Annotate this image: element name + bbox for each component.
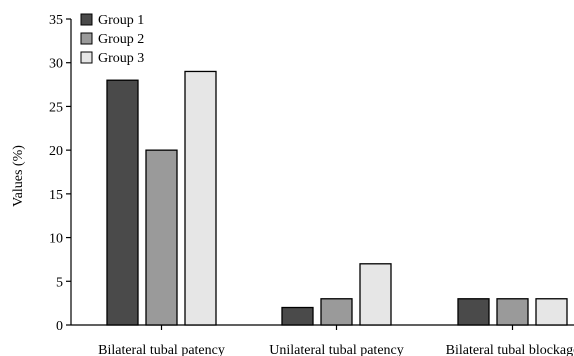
legend-swatch [80, 32, 93, 45]
y-tick-label: 30 [49, 57, 63, 72]
y-tick-label: 10 [49, 232, 63, 247]
bar-group-2-1 [320, 298, 353, 326]
x-category-label: Bilateral tubal blockage [446, 343, 574, 356]
bar-group-3-1 [359, 263, 392, 326]
bar-group-2-2 [496, 298, 529, 326]
bar-group-1-2 [457, 298, 490, 326]
legend-label: Group 2 [98, 32, 144, 47]
y-axis: 0 5 10 15 20 25 30 35 [49, 13, 72, 334]
x-category-label: Bilateral tubal patency [98, 343, 225, 356]
y-tick-label: 35 [49, 13, 63, 28]
legend-swatch [80, 13, 93, 26]
bar-group-1-0 [106, 79, 139, 326]
bar-group-1-1 [281, 306, 314, 326]
y-tick-label: 0 [56, 319, 63, 334]
y-tick-label: 5 [56, 275, 63, 290]
bar-group-3-2 [535, 298, 568, 326]
legend-label: Group 1 [98, 13, 144, 28]
y-tick-label: 15 [49, 188, 63, 203]
bar-group-3-0 [184, 70, 217, 326]
legend-label: Group 3 [98, 51, 144, 66]
y-tick-label: 20 [49, 144, 63, 159]
legend: Group 1 Group 2 Group 3 [80, 13, 144, 66]
y-tick-label: 25 [49, 100, 63, 115]
bars [106, 70, 568, 326]
bar-group-2-0 [145, 149, 178, 326]
y-axis-title: Values (%) [11, 145, 26, 207]
legend-swatch [80, 51, 93, 64]
x-category-label: Unilateral tubal patency [269, 343, 404, 356]
x-axis: Bilateral tubal patency Unilateral tubal … [71, 324, 574, 356]
